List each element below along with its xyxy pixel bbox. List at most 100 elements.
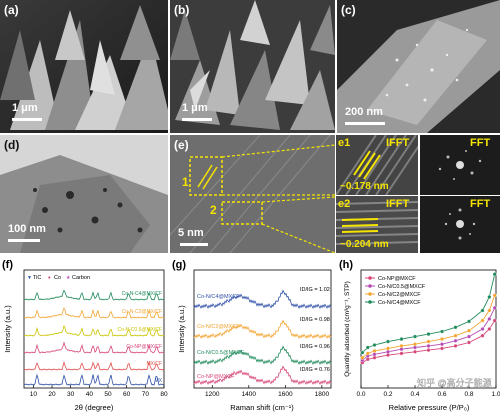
- xrd-trace: [23, 307, 165, 319]
- x-tick-label: 20: [48, 391, 56, 398]
- scale-bar: [8, 239, 40, 242]
- legend-marker-tic: ▼: [27, 275, 32, 281]
- hrtem-image-e: (e) 1 2 5 nm: [170, 135, 335, 253]
- ratio-label: ID/IG = 0.98: [300, 317, 330, 323]
- raman-trace: [193, 345, 332, 365]
- isotherm-point: [440, 346, 444, 351]
- x-tick-label: 50: [104, 391, 112, 398]
- xrd-series: [23, 289, 165, 386]
- series-label: MX: [155, 378, 163, 384]
- x-axis-label: Raman shift (cm⁻¹): [230, 403, 294, 412]
- x-tick-label: 40: [86, 391, 94, 398]
- panel-label: (a): [4, 3, 19, 17]
- legend-marker-carbon: ★: [66, 275, 71, 281]
- isotherm-point: [480, 318, 485, 323]
- raman-series: [193, 289, 332, 385]
- x-tick-label: 70: [142, 391, 150, 398]
- x-axis-ticks: 0.0 0.2 0.4 0.6 0.8 1.0: [356, 385, 500, 398]
- isotherm-point: [399, 343, 404, 348]
- scale-bar: [180, 243, 208, 246]
- isotherm-point: [487, 308, 492, 313]
- series-label: Co-NP@MXCF: [197, 374, 235, 380]
- ratio-label: ID/IG = 0.96: [300, 344, 330, 350]
- sem-texture-a: [0, 0, 168, 133]
- inset-label: e2: [338, 198, 351, 210]
- plot-frame: [23, 269, 165, 389]
- panel-label: (f): [2, 259, 13, 271]
- x-tick-label: 0.6: [437, 391, 446, 398]
- scale-bar-label: 200 nm: [345, 106, 383, 118]
- x-tick-label: 1.0: [491, 391, 500, 398]
- isotherm-point: [453, 338, 458, 343]
- box-2-label: 2: [210, 203, 217, 217]
- series-label: MX/CF: [146, 361, 162, 367]
- panel-label: (c): [341, 3, 356, 17]
- isotherm-point: [480, 333, 485, 338]
- fft-label: FFT: [470, 137, 491, 149]
- fft-image-e2: FFT: [420, 196, 500, 253]
- isotherm-point: [426, 332, 431, 337]
- isotherm-point: [492, 272, 497, 277]
- legend-entry-tic: TiC: [33, 275, 41, 281]
- lattice-fringes-e1: [336, 135, 418, 195]
- isotherm-point: [467, 319, 471, 324]
- d-spacing-label: ~0.204 nm: [340, 239, 389, 250]
- isotherm-point: [365, 351, 370, 356]
- isotherm-point: [480, 327, 485, 331]
- ifft-image-e2: e2 IFFT ~0.204 nm: [336, 196, 418, 253]
- isotherm-point: [467, 334, 471, 339]
- panel-label: (d): [4, 138, 20, 152]
- ifft-image-e1: e1 IFFT ~0.178 nm: [336, 135, 418, 195]
- isotherm-point: [440, 329, 444, 334]
- x-axis-label: Relative pressure (P/P₀): [389, 403, 470, 412]
- isotherm-point: [399, 347, 404, 352]
- isotherm-point: [365, 357, 370, 362]
- series-label: Co-N/C2@MXCF: [197, 324, 240, 330]
- isotherm-chart: (h) Quantity adsorbed (cm³g⁻¹, STP) Rela…: [339, 259, 500, 412]
- x-axis-ticks: 10 20 30 40 50 60 70 80: [30, 385, 168, 398]
- scale-bar-label: 100 nm: [8, 223, 46, 235]
- isotherm-point: [413, 345, 417, 350]
- legend-entry-co: Co: [54, 275, 61, 281]
- panel-label: (h): [339, 259, 353, 271]
- isotherm-point: [440, 342, 444, 347]
- d-spacing-label: ~0.178 nm: [340, 181, 389, 192]
- legend-marker: [368, 276, 372, 280]
- isotherm-point: [386, 346, 390, 351]
- raman-chart: (g) Intensity (a.u.) Raman shift (cm⁻¹) …: [172, 259, 332, 412]
- fft-label: FFT: [470, 198, 491, 210]
- xrd-trace: [23, 360, 165, 371]
- legend-marker-co: ♦: [48, 275, 51, 281]
- scale-bar-label: 1 μm: [182, 102, 208, 114]
- isotherm-point: [399, 337, 404, 342]
- isotherm-point: [360, 350, 365, 355]
- legend: Co-NP@MXCF Co-N/C0.5@MXCF Co-N/C2@MXCF Co-N…: [365, 276, 426, 306]
- fft-image-e1: FFT: [420, 135, 500, 195]
- isotherm-point: [413, 342, 417, 347]
- isotherm-point: [426, 348, 431, 353]
- panel-label: (g): [172, 259, 186, 271]
- scale-bar-label: 1 μm: [12, 102, 38, 114]
- isotherm-point: [372, 343, 377, 347]
- panel-label: (b): [174, 3, 190, 17]
- legend-marker: [368, 300, 372, 304]
- isotherm-point: [467, 328, 471, 333]
- x-tick-label: 1800: [315, 391, 330, 398]
- isotherm-point: [426, 339, 431, 344]
- x-tick-label: 0.4: [410, 391, 419, 398]
- x-tick-label: 0.8: [464, 391, 473, 398]
- xrd-trace: [23, 341, 165, 354]
- tem-image-d: (d) 100 nm: [0, 135, 168, 253]
- x-tick-label: 10: [30, 391, 38, 398]
- x-tick-label: 0.2: [383, 391, 392, 398]
- y-axis-label: Intensity (a.u.): [177, 305, 186, 353]
- tem-texture-d: [0, 135, 168, 253]
- isotherm-point: [487, 316, 492, 321]
- legend-entry-carbon: Carbon: [72, 275, 90, 281]
- ifft-label: IFFT: [386, 137, 410, 149]
- isotherm-point: [365, 345, 370, 350]
- isotherm-point: [426, 343, 431, 348]
- isotherm-point: [413, 349, 417, 354]
- raman-trace: [193, 289, 332, 309]
- x-tick-label: 0.0: [356, 391, 365, 398]
